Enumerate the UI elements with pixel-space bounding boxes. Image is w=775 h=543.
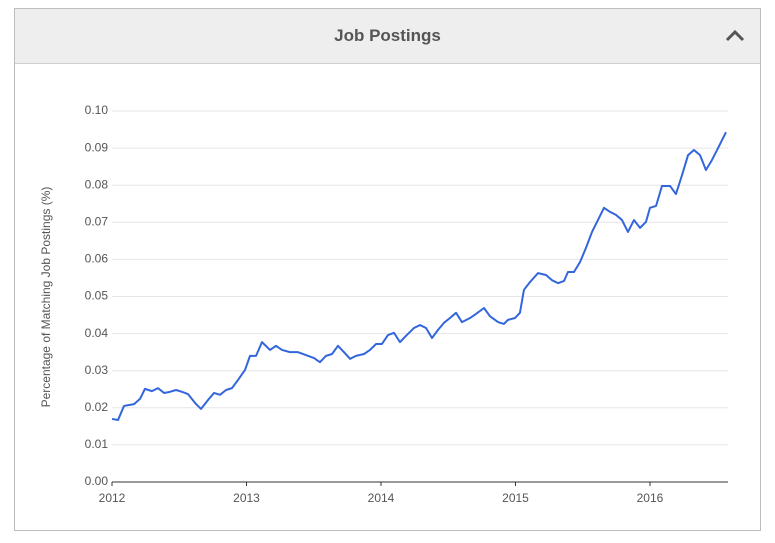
x-tick-label: 2012 <box>99 491 126 505</box>
y-tick-label: 0.09 <box>85 140 109 154</box>
y-tick-label: 0.08 <box>85 177 109 191</box>
y-tick-label: 0.00 <box>85 474 109 488</box>
y-tick-label: 0.06 <box>85 252 109 266</box>
y-tick-label: 0.01 <box>85 437 109 451</box>
y-axis-title: Percentage of Matching Job Postings (%) <box>39 187 53 408</box>
chevron-icon[interactable] <box>725 29 745 42</box>
x-tick-label: 2015 <box>502 491 529 505</box>
y-tick-label: 0.05 <box>85 289 109 303</box>
panel-title: Job Postings <box>334 26 441 45</box>
y-tick-label: 0.10 <box>85 103 109 117</box>
y-tick-label: 0.02 <box>85 400 109 414</box>
panel: Job Postings <box>14 8 761 531</box>
y-tick-label: 0.04 <box>85 326 109 340</box>
x-tick-label: 2016 <box>637 491 664 505</box>
data-line <box>111 131 727 422</box>
y-tick-label: 0.07 <box>85 214 109 228</box>
x-tick-label: 2013 <box>233 491 260 505</box>
y-tick-label: 0.03 <box>85 363 109 377</box>
x-tick-label: 2014 <box>368 491 395 505</box>
panel-header: Job Postings <box>15 9 760 64</box>
collapse-button[interactable] <box>724 26 746 46</box>
